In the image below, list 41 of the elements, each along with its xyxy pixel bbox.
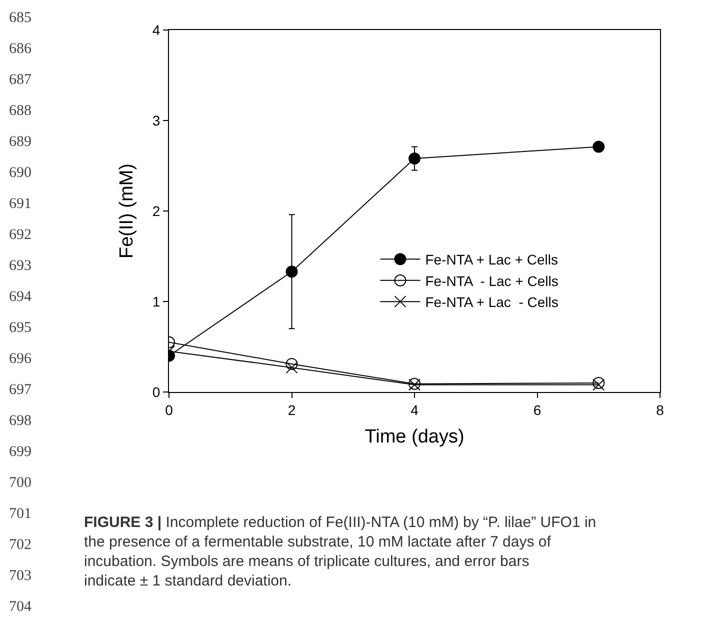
text: 703	[9, 568, 32, 584]
point	[286, 358, 298, 370]
point	[286, 266, 298, 278]
text: 687	[9, 72, 32, 88]
text: 688	[9, 103, 32, 119]
point	[592, 140, 605, 153]
x-tick-label: 2	[288, 402, 296, 418]
caption: FIGURE 3 | Incomplete reduction of Fe(III)-NTA (10 mM) by “P. lilae” UFO1 in the presence of a fermentable substrate, 10 mM lactate after 7 days of incubation. Symbols are means of triplicate cultures, and error bars indicate ± 1 standard deviation.	[84, 514, 596, 590]
y-tick-label: 3	[152, 112, 160, 128]
text: 698	[9, 413, 32, 429]
text: 702	[9, 537, 32, 553]
text: 695	[9, 320, 32, 336]
text: 697	[9, 382, 32, 398]
text: 692	[9, 227, 32, 243]
text: 691	[9, 196, 32, 212]
x-axis-title: Time (days)	[364, 426, 464, 448]
y-axis-title: Fe(II) (mM)	[116, 164, 138, 258]
text: 686	[9, 41, 32, 57]
text: 701	[9, 506, 32, 522]
text: 690	[9, 165, 32, 181]
text: 693	[9, 258, 32, 274]
legend-label: Fe-NTA - Lac + Cells	[425, 272, 558, 289]
legend-label: Fe-NTA + Lac + Cells	[425, 252, 558, 268]
x-tick-label: 0	[165, 402, 174, 418]
text: 696	[9, 351, 32, 367]
text: 685	[9, 10, 32, 26]
y-tick-label: 4	[152, 22, 160, 38]
x-tick-label: 8	[656, 402, 664, 418]
text: 699	[9, 444, 32, 460]
y-tick-label: 2	[152, 202, 160, 219]
text: 689	[9, 134, 32, 150]
y-tick-label: 1	[152, 293, 160, 310]
text: 700	[9, 475, 32, 491]
legend-label: Fe-NTA + Lac - Cells	[425, 294, 558, 310]
point	[286, 362, 298, 374]
text: 704	[9, 599, 32, 615]
point	[408, 152, 420, 165]
x-tick-label: 4	[410, 402, 419, 418]
text: 694	[9, 289, 32, 305]
y-tick-label: 0	[152, 384, 160, 400]
x-tick-label: 6	[533, 402, 542, 418]
